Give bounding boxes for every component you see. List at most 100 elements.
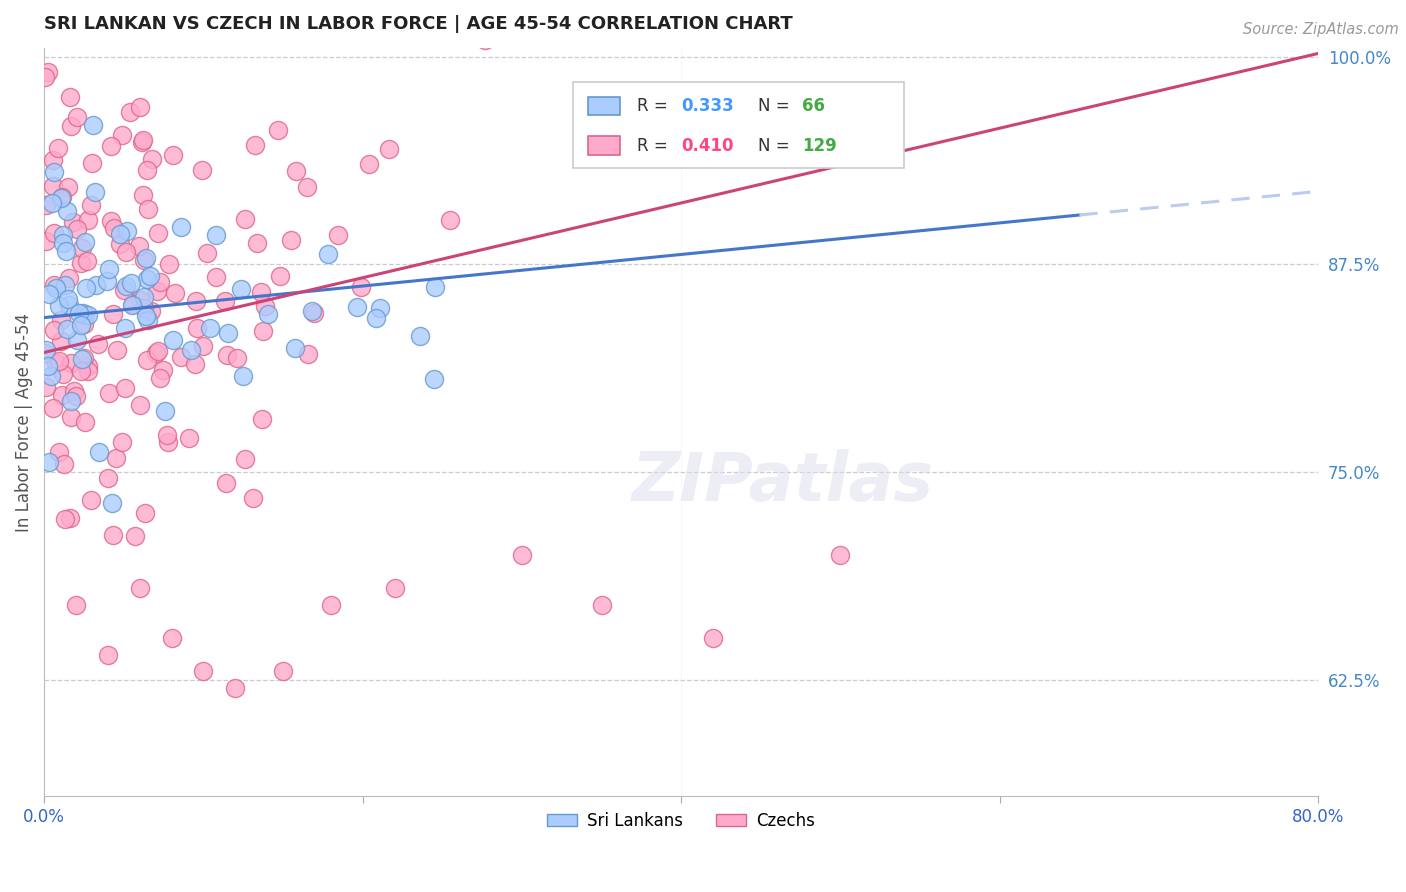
Point xyxy=(257,307,280,321)
Point xyxy=(77,213,100,227)
Point xyxy=(80,156,103,170)
Point xyxy=(184,357,207,371)
Text: 66: 66 xyxy=(803,97,825,115)
Point xyxy=(101,306,124,320)
Point xyxy=(42,401,65,415)
Point xyxy=(37,359,59,374)
Point xyxy=(59,90,82,104)
Point xyxy=(44,165,66,179)
Point xyxy=(53,278,76,293)
Point xyxy=(52,367,75,381)
Point xyxy=(205,270,228,285)
Point xyxy=(73,317,96,331)
Point xyxy=(51,190,73,204)
Point xyxy=(72,351,94,366)
Point xyxy=(72,306,94,320)
Point xyxy=(160,632,183,646)
Point xyxy=(100,139,122,153)
Point xyxy=(96,274,118,288)
Point xyxy=(56,322,79,336)
Point xyxy=(35,198,58,212)
Point xyxy=(165,286,187,301)
Point xyxy=(193,665,215,679)
Point xyxy=(70,256,93,270)
Point xyxy=(134,506,156,520)
Point xyxy=(53,512,76,526)
Point xyxy=(217,348,239,362)
Point xyxy=(103,221,125,235)
Point xyxy=(217,326,239,340)
Point xyxy=(269,268,291,283)
Point xyxy=(110,128,132,142)
Point xyxy=(285,163,308,178)
Point xyxy=(301,303,323,318)
Point xyxy=(170,350,193,364)
Point xyxy=(439,213,461,227)
Point xyxy=(215,475,238,490)
Point xyxy=(129,398,152,412)
Point xyxy=(242,491,264,506)
Point xyxy=(136,202,159,216)
Point xyxy=(295,180,318,194)
Point xyxy=(162,334,184,348)
Point xyxy=(229,282,252,296)
Point xyxy=(66,110,89,124)
Point xyxy=(42,226,65,240)
Point xyxy=(84,185,107,199)
Y-axis label: In Labor Force | Age 45-54: In Labor Force | Age 45-54 xyxy=(15,313,32,532)
Point xyxy=(82,118,104,132)
Point xyxy=(830,548,852,562)
Point xyxy=(87,445,110,459)
Point xyxy=(58,270,80,285)
Point xyxy=(59,410,82,425)
Point xyxy=(111,435,134,450)
Point xyxy=(124,529,146,543)
Point xyxy=(118,105,141,120)
Point xyxy=(180,343,202,357)
Point xyxy=(70,241,93,255)
Point xyxy=(41,196,63,211)
Point xyxy=(156,435,179,450)
Point xyxy=(132,188,155,202)
FancyBboxPatch shape xyxy=(572,82,904,168)
Point xyxy=(233,452,256,467)
Point xyxy=(152,363,174,377)
Point xyxy=(250,412,273,426)
Point xyxy=(271,665,294,679)
Point xyxy=(110,227,132,241)
Point xyxy=(138,269,160,284)
Point xyxy=(246,235,269,250)
Point xyxy=(59,511,82,525)
Point xyxy=(510,548,533,562)
Point xyxy=(62,215,84,229)
Point xyxy=(128,239,150,253)
Text: N =: N = xyxy=(758,97,794,115)
Point xyxy=(59,393,82,408)
Point xyxy=(157,257,180,271)
Point xyxy=(131,135,153,149)
Point xyxy=(42,153,65,168)
Point xyxy=(170,220,193,235)
Point xyxy=(422,372,444,386)
FancyBboxPatch shape xyxy=(588,96,620,115)
Point xyxy=(162,147,184,161)
Point xyxy=(191,162,214,177)
Point xyxy=(49,190,72,204)
Point xyxy=(135,352,157,367)
Point xyxy=(134,301,156,316)
Point xyxy=(55,203,77,218)
Point xyxy=(128,582,150,596)
Point xyxy=(122,297,145,311)
Point xyxy=(141,152,163,166)
Point xyxy=(42,323,65,337)
Point xyxy=(77,308,100,322)
Point xyxy=(112,283,135,297)
Point xyxy=(75,281,97,295)
Point xyxy=(51,387,73,401)
Point xyxy=(250,285,273,300)
Text: SRI LANKAN VS CZECH IN LABOR FORCE | AGE 45-54 CORRELATION CHART: SRI LANKAN VS CZECH IN LABOR FORCE | AGE… xyxy=(44,15,793,33)
FancyBboxPatch shape xyxy=(588,136,620,155)
Point xyxy=(128,293,150,308)
Point xyxy=(148,344,170,359)
Point xyxy=(46,141,69,155)
